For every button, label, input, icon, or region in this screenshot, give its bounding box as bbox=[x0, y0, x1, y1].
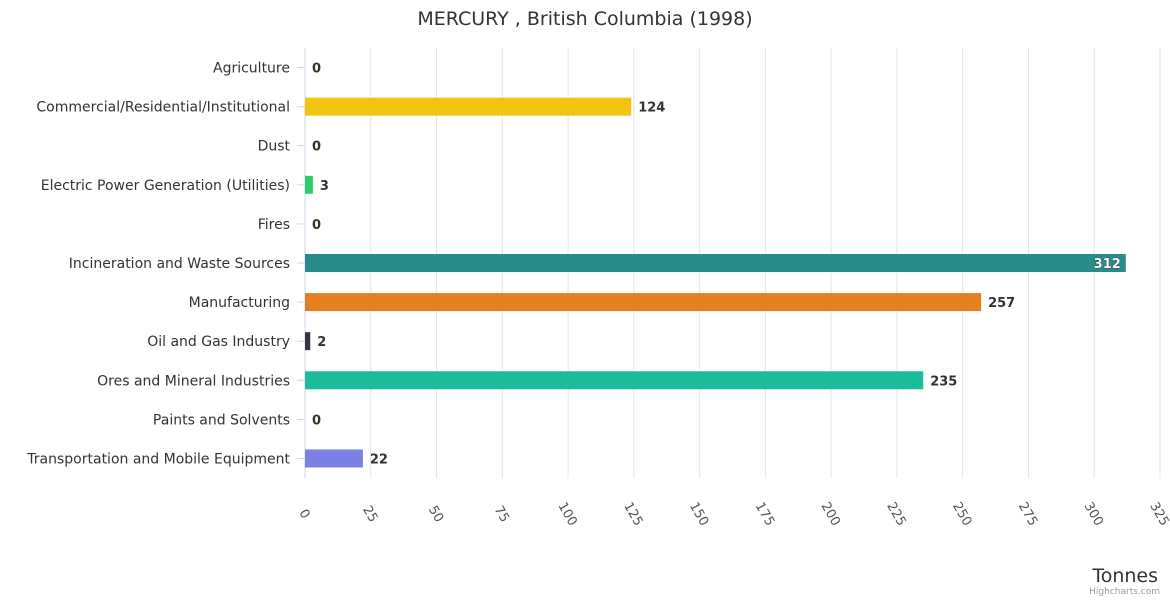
data-label: 0 bbox=[312, 413, 321, 428]
credits-link[interactable]: Highcharts.com bbox=[1089, 587, 1160, 597]
category-label: Incineration and Waste Sources bbox=[69, 256, 290, 272]
bar[interactable] bbox=[305, 371, 924, 390]
bar[interactable] bbox=[305, 449, 363, 468]
category-label: Ores and Mineral Industries bbox=[97, 373, 290, 389]
data-label: 22 bbox=[370, 452, 388, 467]
x-tick-label: 50 bbox=[425, 503, 446, 525]
data-label: 0 bbox=[312, 62, 321, 77]
category-label: Manufacturing bbox=[189, 295, 290, 311]
bar[interactable] bbox=[305, 332, 311, 351]
bar[interactable] bbox=[305, 175, 313, 194]
x-tick-label: 175 bbox=[752, 500, 777, 529]
category-label: Paints and Solvents bbox=[153, 412, 290, 428]
chart-title: MERCURY , British Columbia (1998) bbox=[417, 8, 752, 30]
data-label: 0 bbox=[312, 140, 321, 155]
x-tick-label: 275 bbox=[1015, 500, 1040, 529]
bar[interactable] bbox=[305, 97, 632, 116]
x-axis-title: Tonnes bbox=[1091, 565, 1158, 587]
data-labels: 0 124 0 3 0 312 257 2 235 0 22 bbox=[312, 62, 1121, 468]
category-label: Commercial/Residential/Institutional bbox=[36, 100, 290, 116]
data-label: 3 bbox=[320, 179, 329, 194]
category-label: Dust bbox=[258, 139, 291, 155]
bar[interactable] bbox=[305, 293, 982, 312]
data-label: 235 bbox=[930, 374, 957, 389]
data-label: 124 bbox=[638, 101, 665, 116]
x-tick-label: 150 bbox=[686, 500, 711, 529]
data-label: 257 bbox=[988, 296, 1015, 311]
data-label: 2 bbox=[317, 335, 326, 350]
category-label: Agriculture bbox=[213, 61, 290, 77]
x-tick-label: 325 bbox=[1146, 500, 1170, 529]
bar[interactable] bbox=[305, 254, 1126, 272]
bars bbox=[305, 97, 1126, 468]
x-tick-label: 200 bbox=[817, 500, 842, 529]
x-tick-label: 250 bbox=[949, 500, 974, 529]
x-tick-label: 25 bbox=[359, 503, 380, 525]
x-axis-ticks: 0 25 50 75 100 125 150 175 200 225 250 275 300 325 bbox=[295, 500, 1170, 529]
x-tick-label: 225 bbox=[883, 500, 908, 529]
x-tick-label: 75 bbox=[491, 503, 512, 525]
category-label: Electric Power Generation (Utilities) bbox=[41, 178, 290, 194]
data-label: 0 bbox=[312, 218, 321, 233]
category-label: Transportation and Mobile Equipment bbox=[26, 451, 290, 467]
category-labels: Agriculture Commercial/Residential/Instit… bbox=[26, 61, 290, 468]
x-tick-label: 125 bbox=[620, 500, 645, 529]
x-tick-label: 100 bbox=[554, 500, 579, 529]
category-label: Oil and Gas Industry bbox=[147, 334, 290, 350]
x-tick-label: 0 bbox=[295, 507, 312, 522]
x-tick-label: 300 bbox=[1081, 500, 1106, 529]
data-label: 312 bbox=[1094, 257, 1121, 272]
category-label: Fires bbox=[258, 217, 290, 233]
